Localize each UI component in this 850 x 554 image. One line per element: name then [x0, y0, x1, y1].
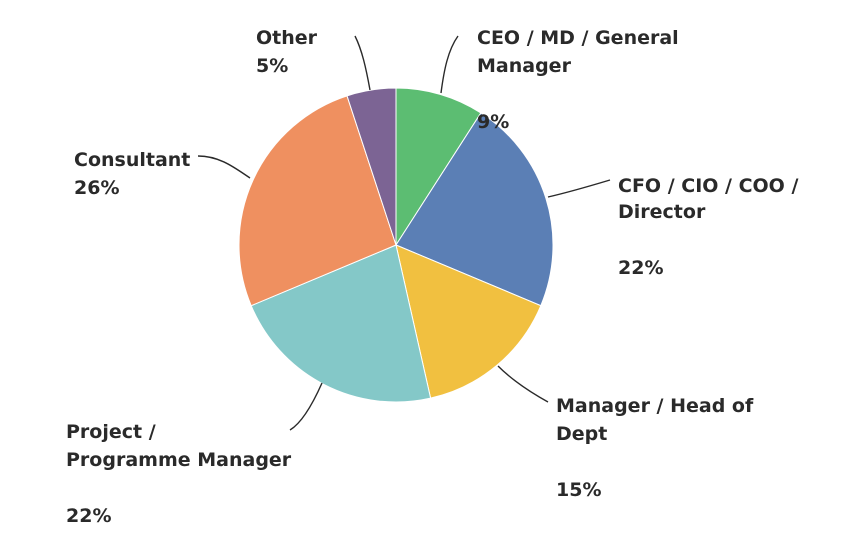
slice-label-project: Project / — [66, 421, 156, 443]
slice-label-manager-line2: Dept — [556, 423, 607, 445]
slice-label-other: Other — [256, 27, 318, 49]
slice-label-project-line2: Programme Manager — [66, 449, 292, 471]
slice-label-cfo-line2: Director — [618, 201, 706, 223]
slice-value-manager: 15% — [556, 479, 601, 501]
slice-value-cfo: 22% — [618, 257, 663, 279]
leader-line-consultant — [197, 155, 251, 179]
pie-slice-project — [250, 244, 432, 403]
slice-value-ceo: 9% — [477, 111, 509, 133]
slice-label-manager: Manager / Head of — [556, 395, 754, 417]
slice-label-cfo: CFO / CIO / COO / — [618, 175, 798, 197]
leader-line-cfo — [547, 179, 611, 198]
slice-label-consultant: Consultant — [74, 149, 190, 171]
slice-label-ceo-line2: Manager — [477, 55, 572, 77]
slice-value-other: 5% — [256, 55, 288, 77]
leader-line-manager — [497, 365, 549, 403]
slice-value-consultant: 26% — [74, 177, 119, 199]
leader-line-ceo — [440, 35, 459, 94]
pie-slice-ceo — [395, 87, 482, 247]
slice-label-ceo: CEO / MD / General — [477, 27, 679, 49]
pie-slice-manager — [395, 244, 542, 399]
pie-slice-other — [346, 87, 397, 246]
leader-line-other — [354, 35, 371, 91]
pie-slice-consultant — [238, 95, 397, 307]
leader-lines — [197, 35, 611, 431]
leader-line-project — [289, 382, 323, 431]
slice-value-project: 22% — [66, 505, 111, 527]
pie-slices — [238, 87, 554, 403]
pie-slice-cfo — [395, 112, 554, 307]
